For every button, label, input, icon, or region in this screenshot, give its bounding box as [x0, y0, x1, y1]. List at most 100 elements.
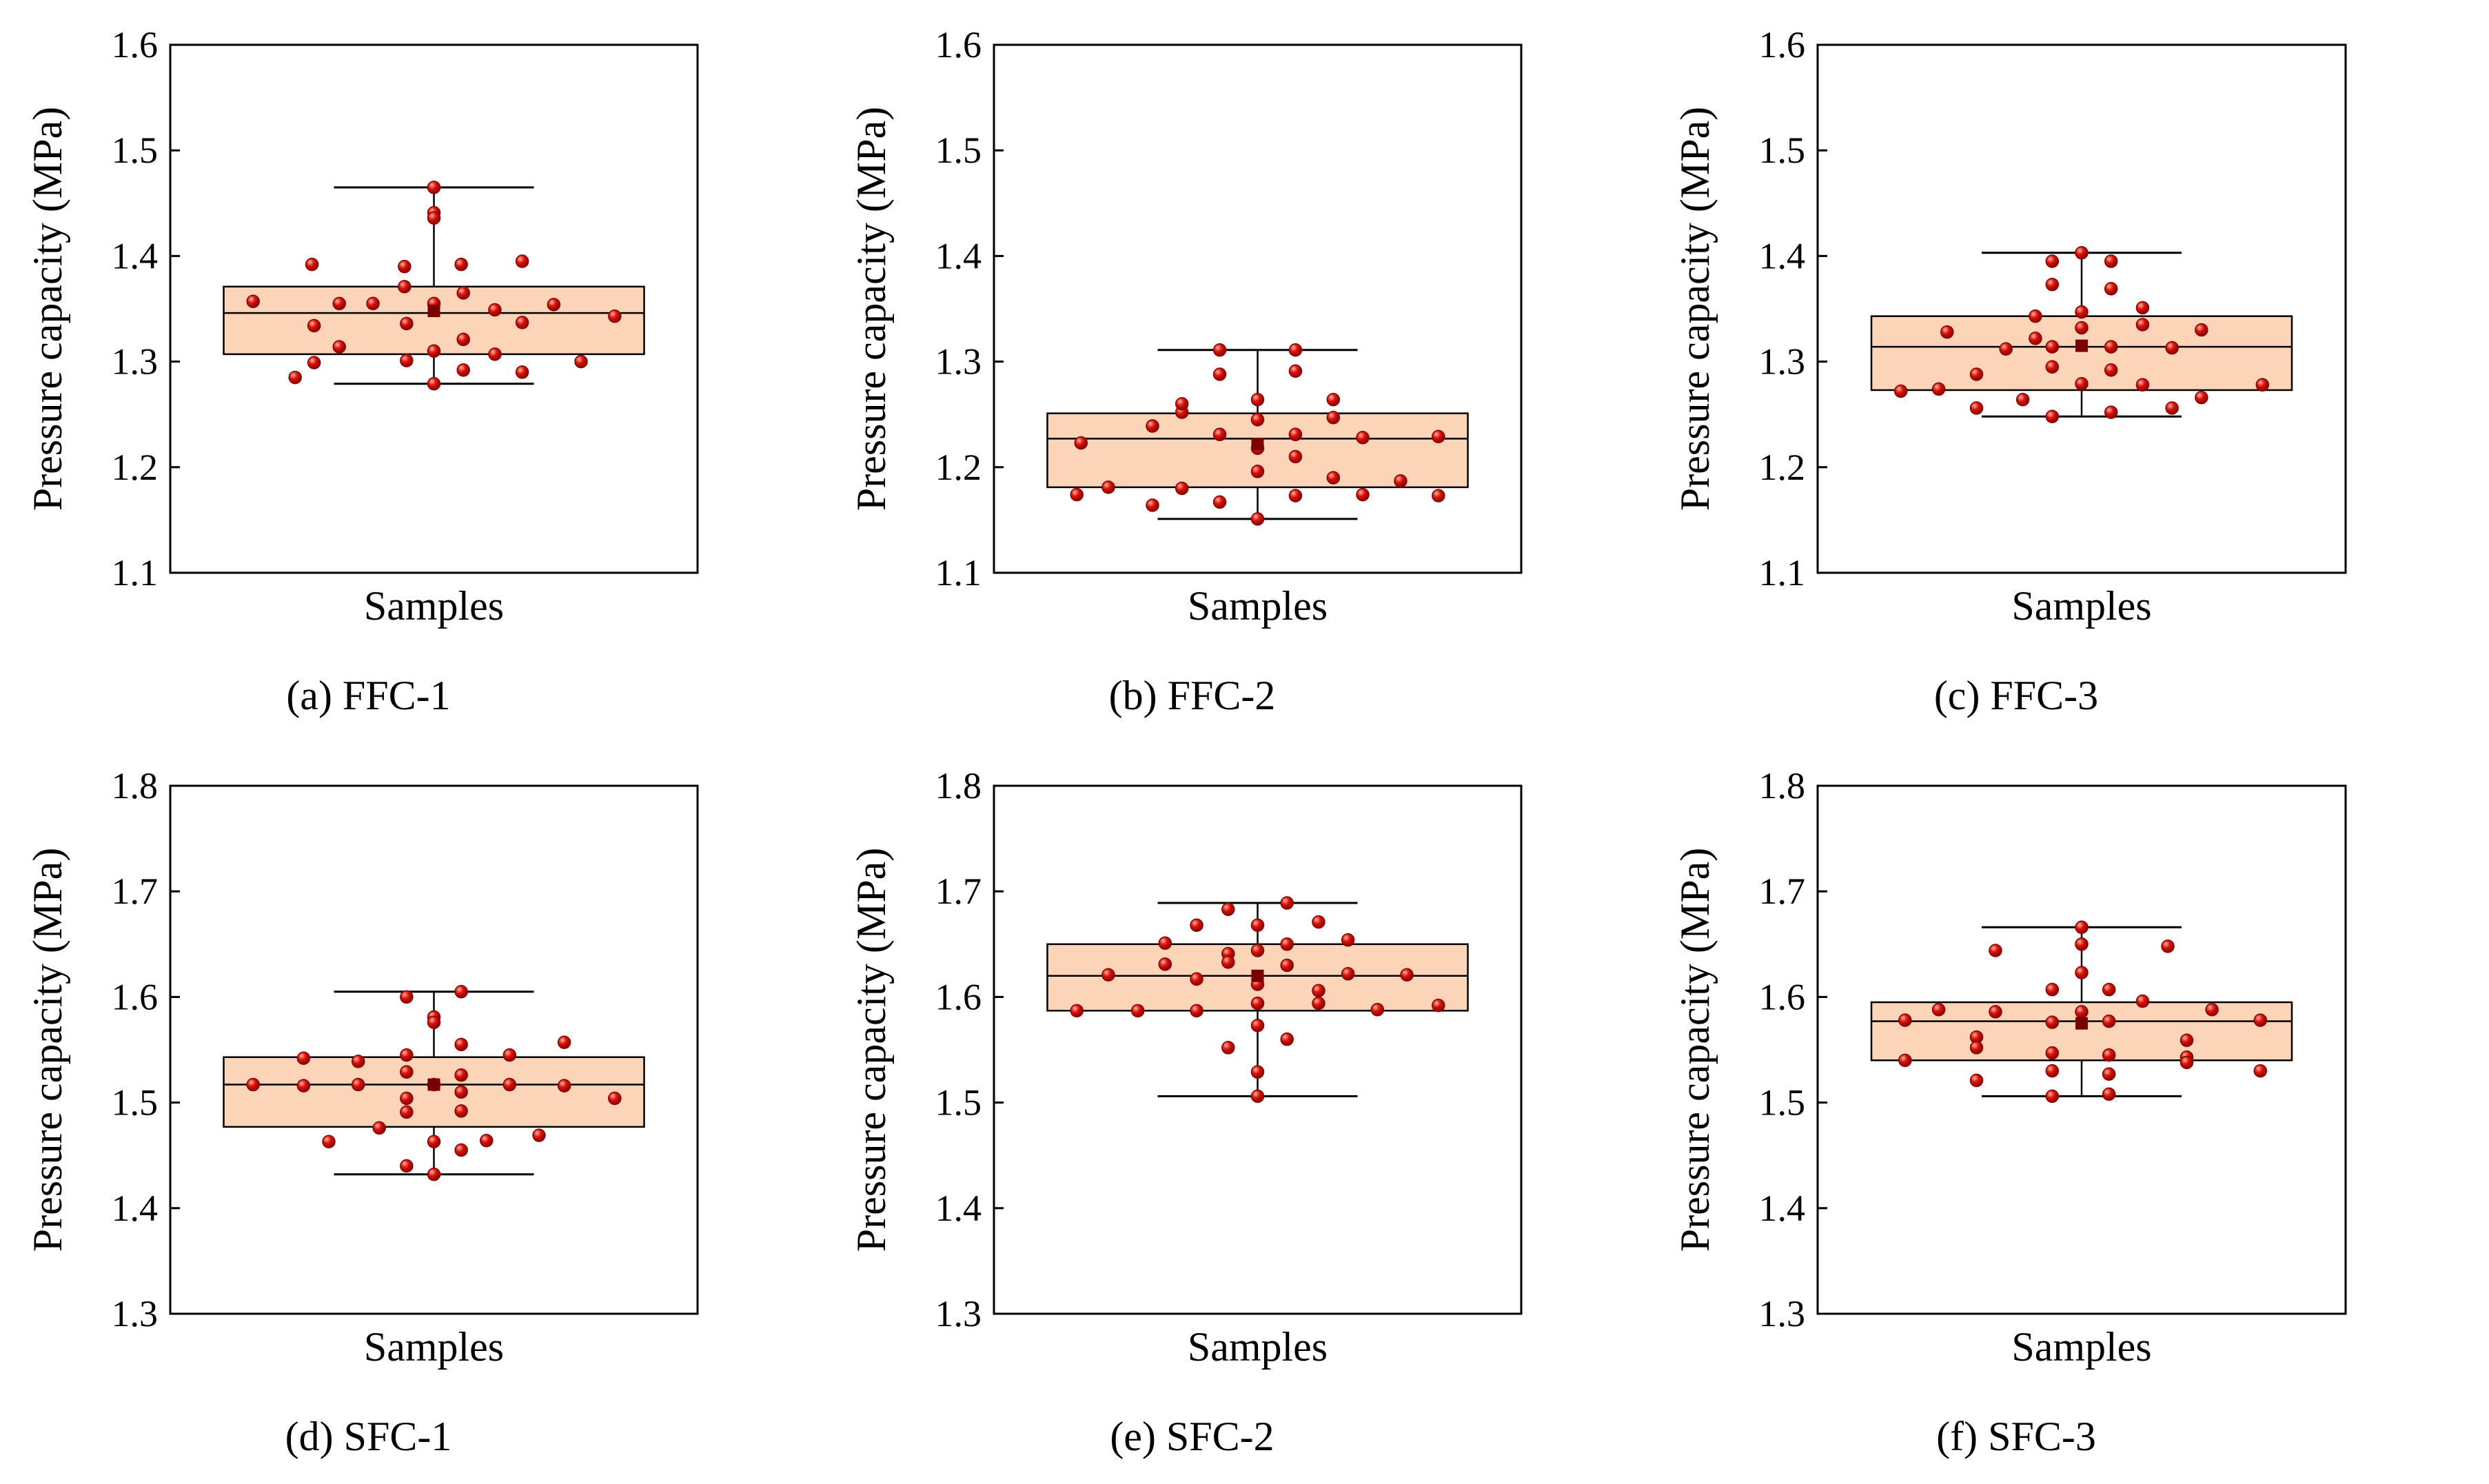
data-point: [1101, 968, 1115, 982]
data-point: [400, 1159, 414, 1173]
data-point: [1999, 342, 2013, 356]
data-point: [1288, 449, 1303, 464]
y-tick-label: 1.3: [935, 1293, 982, 1334]
data-point: [1250, 393, 1265, 407]
data-point: [2045, 278, 2060, 292]
data-point: [1370, 1003, 1385, 1017]
data-point: [2075, 966, 2089, 979]
data-point: [1070, 1004, 1084, 1018]
data-point: [454, 1143, 468, 1157]
data-point: [2045, 982, 2060, 997]
plot-frame: [169, 43, 699, 574]
data-point: [351, 1055, 365, 1068]
data-point: [1898, 1013, 1912, 1027]
data-point: [488, 347, 502, 361]
y-tick-label: 1.2: [1759, 447, 1806, 488]
data-point: [2104, 282, 2118, 296]
data-point: [1212, 495, 1227, 509]
data-point: [1356, 487, 1370, 502]
mean-marker: [1251, 969, 1264, 982]
data-point: [2075, 1005, 2089, 1019]
y-tick-label: 1.3: [1759, 341, 1806, 383]
data-point: [2165, 401, 2179, 415]
y-axis-label: Pressure capacity (MPa): [1672, 107, 1718, 511]
data-point: [1969, 367, 1984, 381]
data-point: [1288, 343, 1303, 357]
plot-frame: [1816, 784, 2347, 1315]
data-point: [2045, 340, 2060, 354]
data-point: [2075, 321, 2089, 335]
data-point: [1394, 474, 1408, 488]
data-point: [427, 211, 441, 225]
plot-frame: [993, 784, 1523, 1315]
data-point: [1146, 419, 1159, 433]
data-point: [288, 370, 302, 385]
data-point: [454, 1037, 468, 1052]
data-point: [2161, 939, 2175, 953]
data-point: [2135, 301, 2150, 315]
y-tick-label: 1.6: [935, 976, 982, 1017]
data-point: [1288, 427, 1303, 442]
data-point: [307, 318, 321, 333]
data-point: [2102, 982, 2116, 997]
data-point: [1312, 984, 1325, 997]
data-point: [427, 1015, 441, 1029]
data-point: [1288, 364, 1303, 378]
y-tick-label: 1.7: [1759, 871, 1806, 912]
data-point: [1158, 957, 1172, 971]
data-point: [2102, 1087, 2116, 1101]
data-point: [608, 1091, 622, 1106]
y-tick-label: 1.3: [935, 341, 982, 383]
data-point: [454, 257, 468, 272]
data-point: [2015, 393, 2030, 407]
y-tick-label: 1.7: [935, 871, 982, 912]
data-point: [1190, 1004, 1203, 1018]
data-point: [2195, 323, 2208, 337]
data-point: [427, 344, 441, 358]
data-point: [1280, 958, 1294, 973]
data-point: [454, 1068, 468, 1082]
data-point: [1326, 393, 1341, 407]
data-point: [398, 280, 412, 294]
data-point: [1250, 413, 1265, 427]
data-point: [1931, 382, 1946, 396]
mean-marker: [2075, 1017, 2088, 1030]
data-point: [1989, 944, 2002, 957]
data-point: [480, 1134, 494, 1148]
data-point: [1250, 1065, 1265, 1079]
y-tick-label: 1.7: [112, 871, 159, 912]
panel-caption: (e) SFC-2: [1110, 1414, 1274, 1459]
data-point: [1280, 1032, 1294, 1046]
data-point: [2180, 1055, 2194, 1070]
data-point: [2045, 360, 2060, 374]
data-point: [1212, 343, 1227, 357]
data-point: [502, 1077, 517, 1092]
data-point: [1190, 972, 1203, 986]
box-iqr: [223, 1056, 645, 1128]
data-point: [296, 1051, 311, 1066]
box-iqr: [223, 285, 645, 356]
data-point: [1250, 996, 1265, 1010]
y-tick-label: 1.3: [112, 341, 159, 383]
data-point: [400, 1065, 414, 1079]
y-tick-label: 1.5: [1759, 1082, 1806, 1124]
data-point: [2045, 1089, 2060, 1104]
data-point: [1101, 480, 1115, 494]
panel-caption: (a) FFC-1: [286, 673, 450, 718]
data-point: [1250, 1019, 1265, 1033]
y-tick-label: 1.3: [112, 1293, 159, 1334]
data-point: [2029, 309, 2042, 323]
chart-panel-2: 1.1 1.2 1.3 1.4 1.5 1.6 Pressure capacity (MPa…: [849, 24, 1523, 718]
data-point: [557, 1079, 571, 1092]
data-point: [1356, 431, 1370, 445]
data-point: [1898, 1053, 1912, 1068]
panel-caption: (f) SFC-3: [1936, 1414, 2096, 1459]
data-point: [515, 365, 529, 379]
data-point: [1070, 487, 1084, 502]
data-point: [1221, 955, 1235, 969]
data-point: [2195, 390, 2208, 405]
data-point: [400, 1105, 414, 1119]
data-point: [366, 296, 380, 311]
data-point: [2075, 920, 2089, 935]
data-point: [400, 354, 414, 367]
